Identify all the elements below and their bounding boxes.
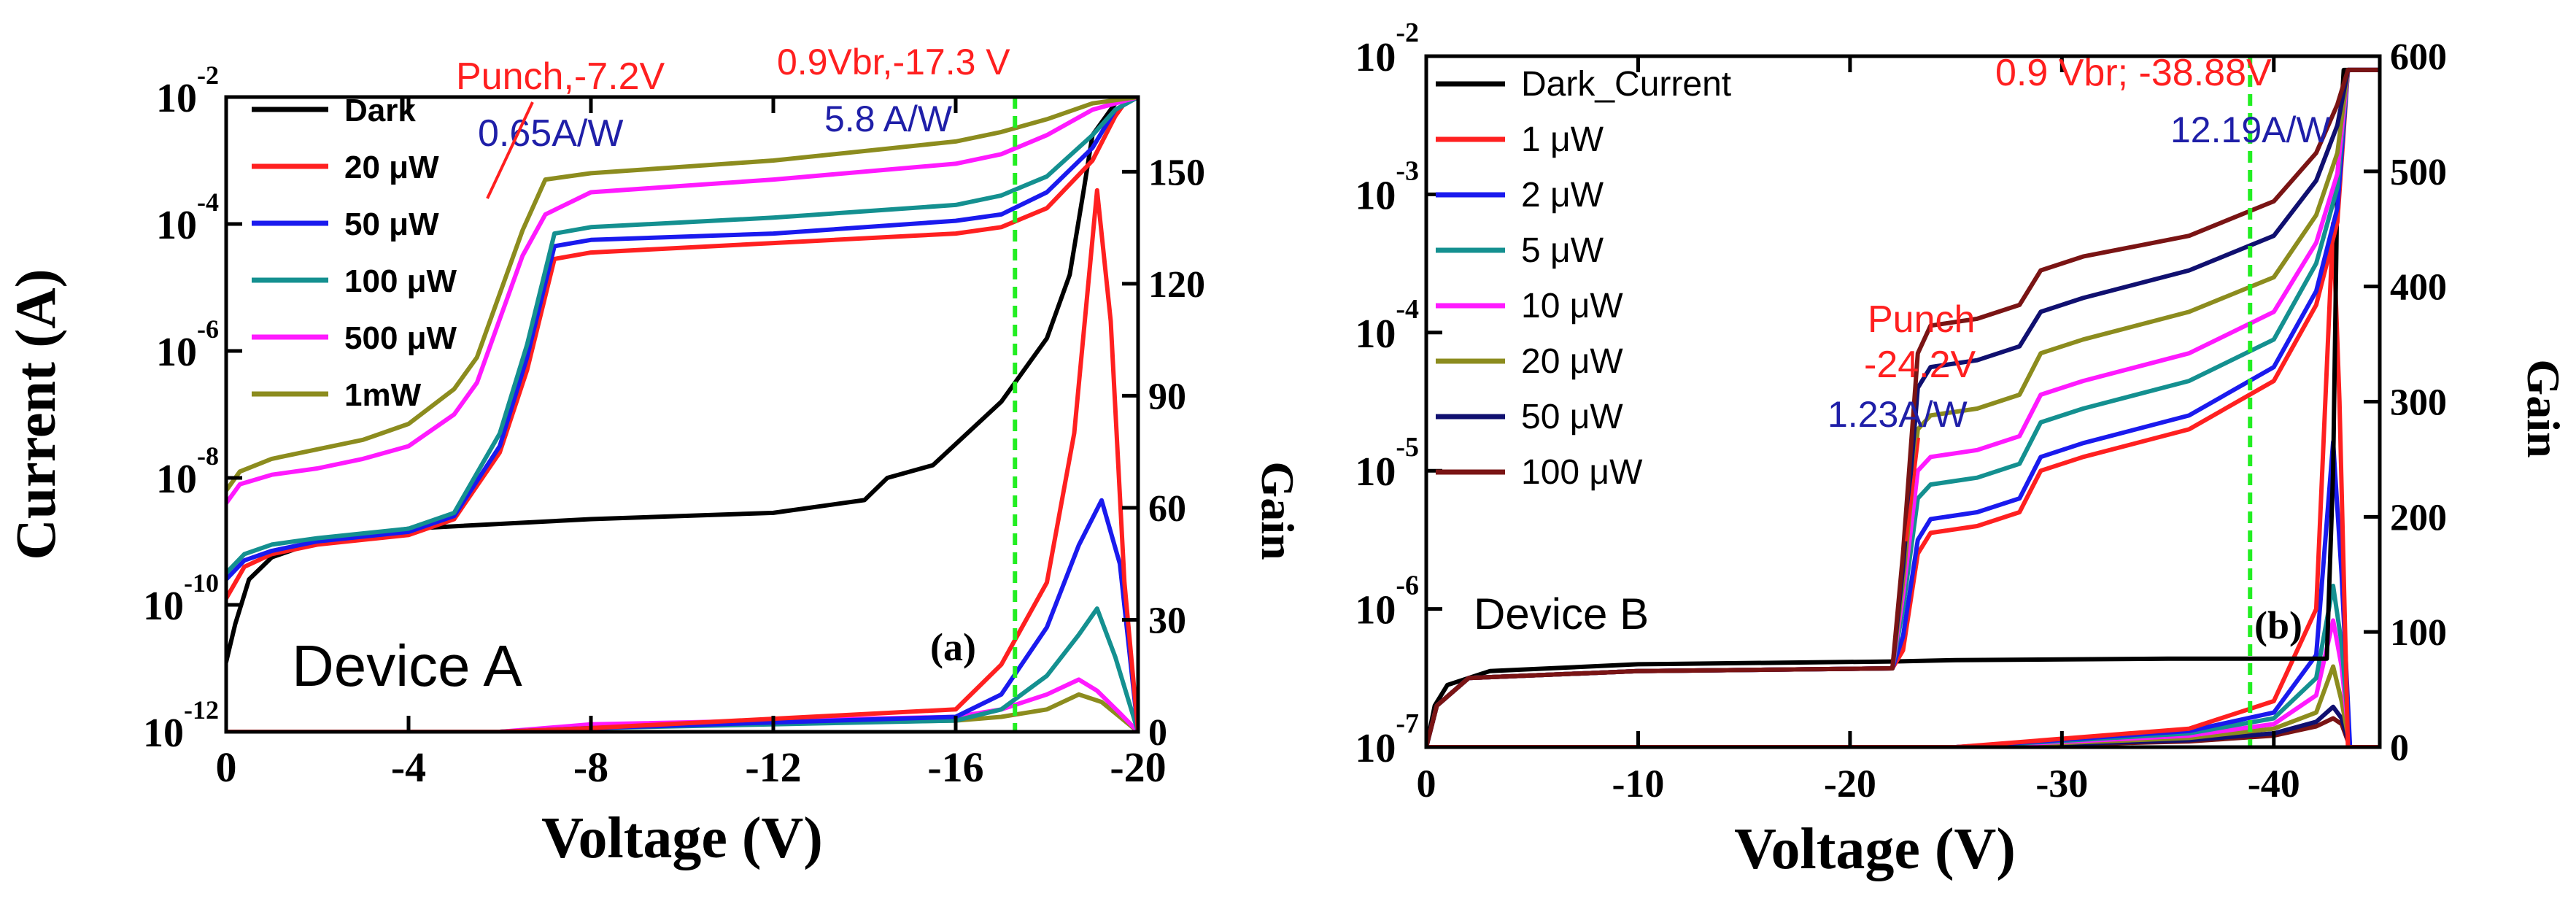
legend-label-100-w: 100 μW xyxy=(344,263,457,299)
x-tick-label: 0 xyxy=(216,743,237,791)
legend-label-20-w: 20 μW xyxy=(1521,342,1623,381)
y-left-tick-label: 10-2 xyxy=(156,61,219,121)
x-tick-label: 0 xyxy=(1417,762,1436,806)
panel-label: (b) xyxy=(2254,603,2302,647)
x-axis-title: Voltage (V) xyxy=(1734,817,2016,881)
device-label: Device B xyxy=(1474,590,1649,638)
y-right-axis-title: Gain xyxy=(2518,359,2569,457)
annotation-0-65a-w: 0.65A/W xyxy=(478,112,623,155)
legend-label-1mw: 1mW xyxy=(344,377,422,413)
x-tick-label: -16 xyxy=(927,743,983,791)
punch-leader-line xyxy=(1905,437,1920,542)
y-left-axis-title: Current (A) xyxy=(4,269,67,560)
y-left-tick-label: 10-2 xyxy=(1355,18,1419,80)
annotation-12-19a-w: 12.19A/W xyxy=(2170,109,2331,150)
series-line-1mw xyxy=(226,97,1138,493)
panel-label: (a) xyxy=(930,625,976,669)
y-right-tick-label: 90 xyxy=(1148,376,1186,417)
legend-label-1-w: 1 μW xyxy=(1521,120,1604,159)
y-right-tick-label: 100 xyxy=(2390,612,2447,654)
y-right-tick-label: 300 xyxy=(2390,382,2447,424)
annotation-0-9vbr-17-3-v: 0.9Vbr,-17.3 V xyxy=(777,42,1010,82)
y-left-tick-label: 10-6 xyxy=(1355,571,1419,633)
legend-label-2-w: 2 μW xyxy=(1521,176,1604,215)
y-left-tick-label: 10-3 xyxy=(1355,155,1419,218)
annotation-0-9-vbr-38-88v: 0.9 Vbr; -38.88V xyxy=(1995,52,2272,94)
x-tick-label: -12 xyxy=(745,743,801,791)
y-right-tick-label: 0 xyxy=(1148,712,1167,754)
legend-label-10-w: 10 μW xyxy=(1521,287,1623,325)
series-line-gain-1-w xyxy=(1426,220,2380,747)
y-left-tick-label: 10-5 xyxy=(1355,432,1419,495)
x-tick-label: -30 xyxy=(2035,762,2088,806)
legend-label-100-w: 100 μW xyxy=(1521,453,1643,492)
chart-panel-a: 0 -4 -8 -12 -16 -20 10-12 10-10 10-8 10-6 10-4 10-2… xyxy=(4,42,1304,870)
series-line-20-w xyxy=(226,97,1138,601)
y-right-tick-label: 400 xyxy=(2390,267,2447,309)
legend-label-20-w: 20 μW xyxy=(344,150,439,185)
y-right-tick-label: 60 xyxy=(1148,488,1186,530)
plot-frame xyxy=(224,95,1140,734)
y-right-tick-label: 500 xyxy=(2390,152,2447,193)
x-tick-label: -4 xyxy=(391,743,426,791)
y-left-tick-label: 10-6 xyxy=(156,314,219,375)
y-left-tick-label: 10-12 xyxy=(143,695,219,756)
legend-label-dark: Dark xyxy=(344,93,416,128)
x-tick-label: -10 xyxy=(1612,762,1664,806)
series-line-100-w xyxy=(226,97,1138,576)
annotation-punch-7-2v: Punch,-7.2V xyxy=(456,55,665,98)
legend-label-50-w: 50 μW xyxy=(344,206,439,242)
annotation-24-2v: -24.2V xyxy=(1864,344,1976,386)
legend-label-dark-current: Dark_Current xyxy=(1521,65,1731,104)
x-tick-label: -20 xyxy=(1824,762,1876,806)
x-tick-label: -8 xyxy=(573,743,608,791)
annotation-5-8-a-w: 5.8 A/W xyxy=(824,98,953,139)
y-left-tick-label: 10-4 xyxy=(156,188,219,248)
y-right-tick-label: 200 xyxy=(2390,497,2447,538)
y-left-tick-label: 10-10 xyxy=(143,568,219,629)
annotation-1-23a-w: 1.23A/W xyxy=(1827,394,1968,435)
y-right-tick-label: 600 xyxy=(2390,36,2447,78)
y-right-tick-label: 150 xyxy=(1148,152,1205,193)
y-right-tick-label: 30 xyxy=(1148,600,1186,641)
legend-label-50-w: 50 μW xyxy=(1521,398,1623,436)
y-right-axis-title: Gain xyxy=(1252,461,1304,560)
x-tick-label: -40 xyxy=(2248,762,2300,806)
y-left-tick-label: 10-7 xyxy=(1355,708,1419,771)
y-right-tick-label: 120 xyxy=(1148,264,1205,306)
series-line-500-w xyxy=(226,97,1138,506)
annotation-punch: Punch xyxy=(1868,298,1975,341)
y-left-tick-label: 10-4 xyxy=(1355,294,1419,357)
x-tick-label: -20 xyxy=(1110,743,1166,791)
series-line-dark xyxy=(226,97,1138,665)
punch-leader-line xyxy=(486,101,534,199)
y-left-tick-label: 10-8 xyxy=(156,441,219,502)
series-line-gain-20-w xyxy=(226,188,1138,732)
series-line-50-w xyxy=(226,97,1138,582)
device-label: Device A xyxy=(292,633,522,698)
x-axis-title: Voltage (V) xyxy=(541,806,823,870)
y-right-tick-label: 0 xyxy=(2390,727,2409,769)
legend-label-5-w: 5 μW xyxy=(1521,231,1604,270)
legend-label-500-w: 500 μW xyxy=(344,320,457,356)
series-line-100-w xyxy=(1426,67,2380,747)
chart-panel-b: 0 -10 -20 -30 -40 10-7 10-6 10-5 10-4 10-3 10-2 0 10… xyxy=(1355,18,2569,881)
